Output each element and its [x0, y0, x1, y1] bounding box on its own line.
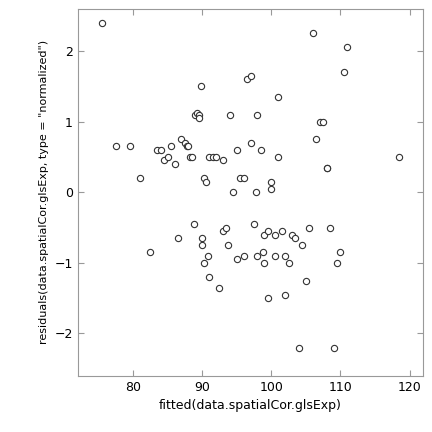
Point [154, 146, 161, 153]
Point [340, 69, 347, 76]
Point [195, 114, 202, 121]
Point [223, 224, 230, 231]
Point [337, 249, 344, 256]
Point [161, 157, 168, 164]
Point [168, 143, 175, 150]
Point [202, 178, 209, 185]
Point [112, 143, 119, 150]
Point [201, 175, 208, 181]
Point [285, 259, 292, 266]
Point [192, 111, 199, 118]
Point [257, 146, 264, 153]
Point [313, 136, 320, 143]
Point [268, 185, 275, 192]
Point [282, 291, 289, 298]
Point [225, 242, 232, 249]
Point [292, 235, 299, 241]
Point [219, 157, 226, 164]
Point [195, 111, 202, 118]
Point [268, 178, 275, 185]
Point [216, 284, 223, 291]
Point [171, 161, 178, 168]
Point [219, 228, 226, 235]
Point [334, 259, 340, 266]
Point [295, 344, 302, 351]
Point [226, 111, 233, 118]
Point [396, 153, 403, 160]
Point [147, 249, 154, 256]
Point [327, 224, 334, 231]
Point [247, 72, 254, 79]
Point [251, 221, 257, 228]
Point [126, 143, 133, 150]
Point [191, 221, 197, 228]
Point [199, 242, 206, 249]
Point [299, 242, 306, 249]
Point [244, 76, 251, 83]
X-axis label: fitted(data.spatialCor.glsExp): fitted(data.spatialCor.glsExp) [159, 399, 342, 412]
Point [344, 44, 351, 51]
Point [247, 140, 254, 146]
Point [98, 19, 105, 26]
Y-axis label: residuals(data.spatialCor.glsExp, type = "normalized"): residuals(data.spatialCor.glsExp, type =… [39, 40, 49, 344]
Point [323, 164, 330, 171]
Point [282, 252, 289, 259]
Point [209, 153, 216, 160]
Point [185, 143, 192, 150]
Point [184, 143, 191, 150]
Point [193, 110, 200, 117]
Point [264, 295, 271, 302]
Point [230, 189, 237, 196]
Point [275, 153, 282, 160]
Point [254, 252, 261, 259]
Point [197, 83, 204, 90]
Point [213, 153, 219, 160]
Point [261, 259, 268, 266]
Point [309, 30, 316, 37]
Point [206, 273, 213, 280]
Point [330, 344, 337, 351]
Point [254, 111, 261, 118]
Point [271, 252, 278, 259]
Point [199, 235, 206, 241]
Point [271, 231, 278, 238]
Point [181, 140, 188, 146]
Point [188, 153, 195, 160]
Point [306, 224, 313, 231]
Point [278, 228, 285, 235]
Point [302, 277, 309, 284]
Point [323, 164, 330, 171]
Point [186, 153, 193, 160]
Point [240, 175, 247, 181]
Point [240, 252, 247, 259]
Point [164, 153, 171, 160]
Point [200, 259, 207, 266]
Point [275, 93, 282, 100]
Point [157, 146, 164, 153]
Point [204, 252, 211, 259]
Point [320, 118, 327, 125]
Point [289, 231, 295, 238]
Point [261, 231, 268, 238]
Point [206, 153, 213, 160]
Point [178, 136, 185, 143]
Point [233, 256, 240, 263]
Point [237, 175, 244, 181]
Point [253, 189, 260, 196]
Point [137, 175, 143, 181]
Point [175, 235, 181, 241]
Point [233, 146, 240, 153]
Point [264, 228, 271, 235]
Point [316, 118, 323, 125]
Point [260, 249, 267, 256]
